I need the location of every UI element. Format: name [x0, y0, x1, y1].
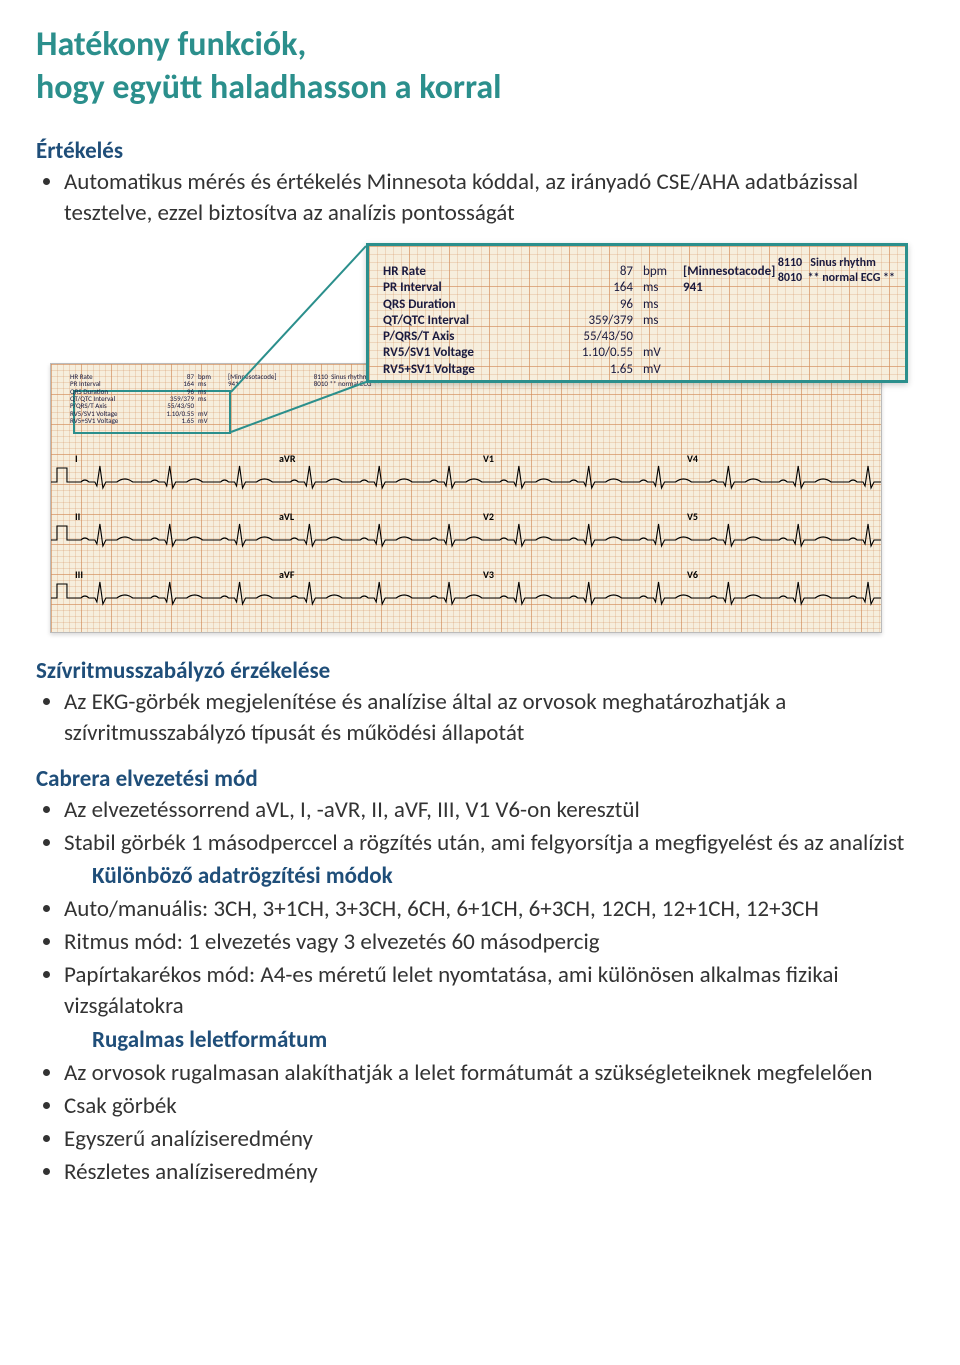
lead-label: V6	[687, 568, 698, 581]
ecg-trace-row-2	[51, 516, 881, 564]
list-szivritmus: Az EKG-görbék megjelenítése és analízise…	[36, 687, 924, 749]
param-right	[683, 362, 823, 378]
small-param-row: QRS Duration96ms	[70, 388, 380, 395]
param-value: 359/379	[553, 313, 643, 329]
page-title: Hatékony funkciók, hogy együtt haladhass…	[36, 24, 924, 109]
param-unit: bpm	[643, 264, 683, 280]
param-label: QT/QTC Interval	[383, 313, 553, 329]
lead-label: II	[75, 510, 80, 523]
param-value: 1.65	[553, 362, 643, 378]
param-value: 55/43/50	[553, 329, 643, 345]
list-item: Csak görbék	[64, 1091, 924, 1122]
ecg-small-params: 8110 Sinus rhythm 8010 ** normal ECG ** …	[65, 370, 385, 438]
lead-label: V2	[483, 510, 494, 523]
lead-label: V4	[687, 452, 698, 465]
param-value: 87	[553, 264, 643, 280]
title-line-2: hogy együtt haladhasson a korral	[36, 67, 501, 108]
heading-szivritmus: Szívritmusszabályzó érzékelése	[36, 657, 924, 685]
list-item: Papírtakarékos mód: A4-es méretű lelet n…	[64, 960, 924, 1022]
param-unit: mV	[643, 362, 683, 378]
param-label: RV5/SV1 Voltage	[383, 345, 553, 361]
param-label: PR Interval	[383, 280, 553, 296]
param-unit: mV	[643, 345, 683, 361]
ecg-trace-row-1	[51, 458, 881, 506]
param-right	[683, 297, 823, 313]
lead-label: V3	[483, 568, 494, 581]
param-right	[683, 313, 823, 329]
callout-param-row: QT/QTC Interval359/379ms	[383, 313, 891, 329]
param-right	[683, 345, 823, 361]
small-param-row: RV5+SV1 Voltage1.65mV	[70, 417, 380, 424]
list-item: Az elvezetéssorrend aVL, I, -aVR, II, aV…	[64, 795, 924, 826]
param-right	[683, 329, 823, 345]
param-unit: ms	[643, 313, 683, 329]
lead-label: I	[75, 452, 78, 465]
param-unit	[643, 329, 683, 345]
heading-adatrogzites: Különböző adatrögzítési módok	[64, 861, 924, 892]
title-line-1: Hatékony funkciók,	[36, 24, 306, 65]
list-item: Stabil görbék 1 másodperccel a rögzítés …	[64, 828, 924, 859]
heading-leletformatum: Rugalmas leletformátum	[64, 1025, 924, 1056]
ecg-trace-row-3	[51, 574, 881, 622]
list-item: Részletes analíziseredmény	[64, 1157, 924, 1188]
lead-label: aVF	[279, 568, 294, 581]
lead-label: aVL	[279, 510, 294, 523]
heading-ertekeles: Értékelés	[36, 137, 924, 165]
list-item: Az orvosok rugalmasan alakíthatják a lel…	[64, 1058, 924, 1089]
list-item: Egyszerű analíziseredmény	[64, 1124, 924, 1155]
callout-param-row: RV5/SV1 Voltage1.10/0.55mV	[383, 345, 891, 361]
small-param-row: QT/QTC Interval359/379ms	[70, 395, 380, 402]
lead-label: III	[75, 568, 83, 581]
ecg-sheet: 8110 Sinus rhythm 8010 ** normal ECG ** …	[50, 363, 882, 633]
callout-diagnosis: 8110 Sinus rhythm 8010 ** normal ECG **	[778, 256, 895, 286]
callout-param-row: RV5+SV1 Voltage1.65mV	[383, 362, 891, 378]
param-label: QRS Duration	[383, 297, 553, 313]
list-combined: Az elvezetéssorrend aVL, I, -aVR, II, aV…	[36, 795, 924, 1188]
callout-param-row: QRS Duration96ms	[383, 297, 891, 313]
list-item: Ritmus mód: 1 elvezetés vagy 3 elvezetés…	[64, 927, 924, 958]
param-value: 96	[553, 297, 643, 313]
lead-label: V1	[483, 452, 494, 465]
list-ertekeles: Automatikus mérés és értékelés Minnesota…	[36, 167, 924, 229]
param-label: HR Rate	[383, 264, 553, 280]
lead-label: V5	[687, 510, 698, 523]
param-unit: ms	[643, 297, 683, 313]
heading-cabrera: Cabrera elvezetési mód	[36, 765, 924, 793]
param-value: 1.10/0.55	[553, 345, 643, 361]
param-value: 164	[553, 280, 643, 296]
list-item: Automatikus mérés és értékelés Minnesota…	[64, 167, 924, 229]
list-item: Auto/manuális: 3CH, 3+1CH, 3+3CH, 6CH, 6…	[64, 894, 924, 925]
param-label: RV5+SV1 Voltage	[383, 362, 553, 378]
ecg-callout-panel: 8110 Sinus rhythm 8010 ** normal ECG ** …	[366, 243, 908, 383]
param-unit: ms	[643, 280, 683, 296]
callout-param-row: P/QRS/T Axis55/43/50	[383, 329, 891, 345]
param-label: P/QRS/T Axis	[383, 329, 553, 345]
lead-label: aVR	[279, 452, 295, 465]
ecg-figure: 8110 Sinus rhythm 8010 ** normal ECG ** …	[36, 239, 924, 639]
list-item: Az EKG-görbék megjelenítése és analízise…	[64, 687, 924, 749]
